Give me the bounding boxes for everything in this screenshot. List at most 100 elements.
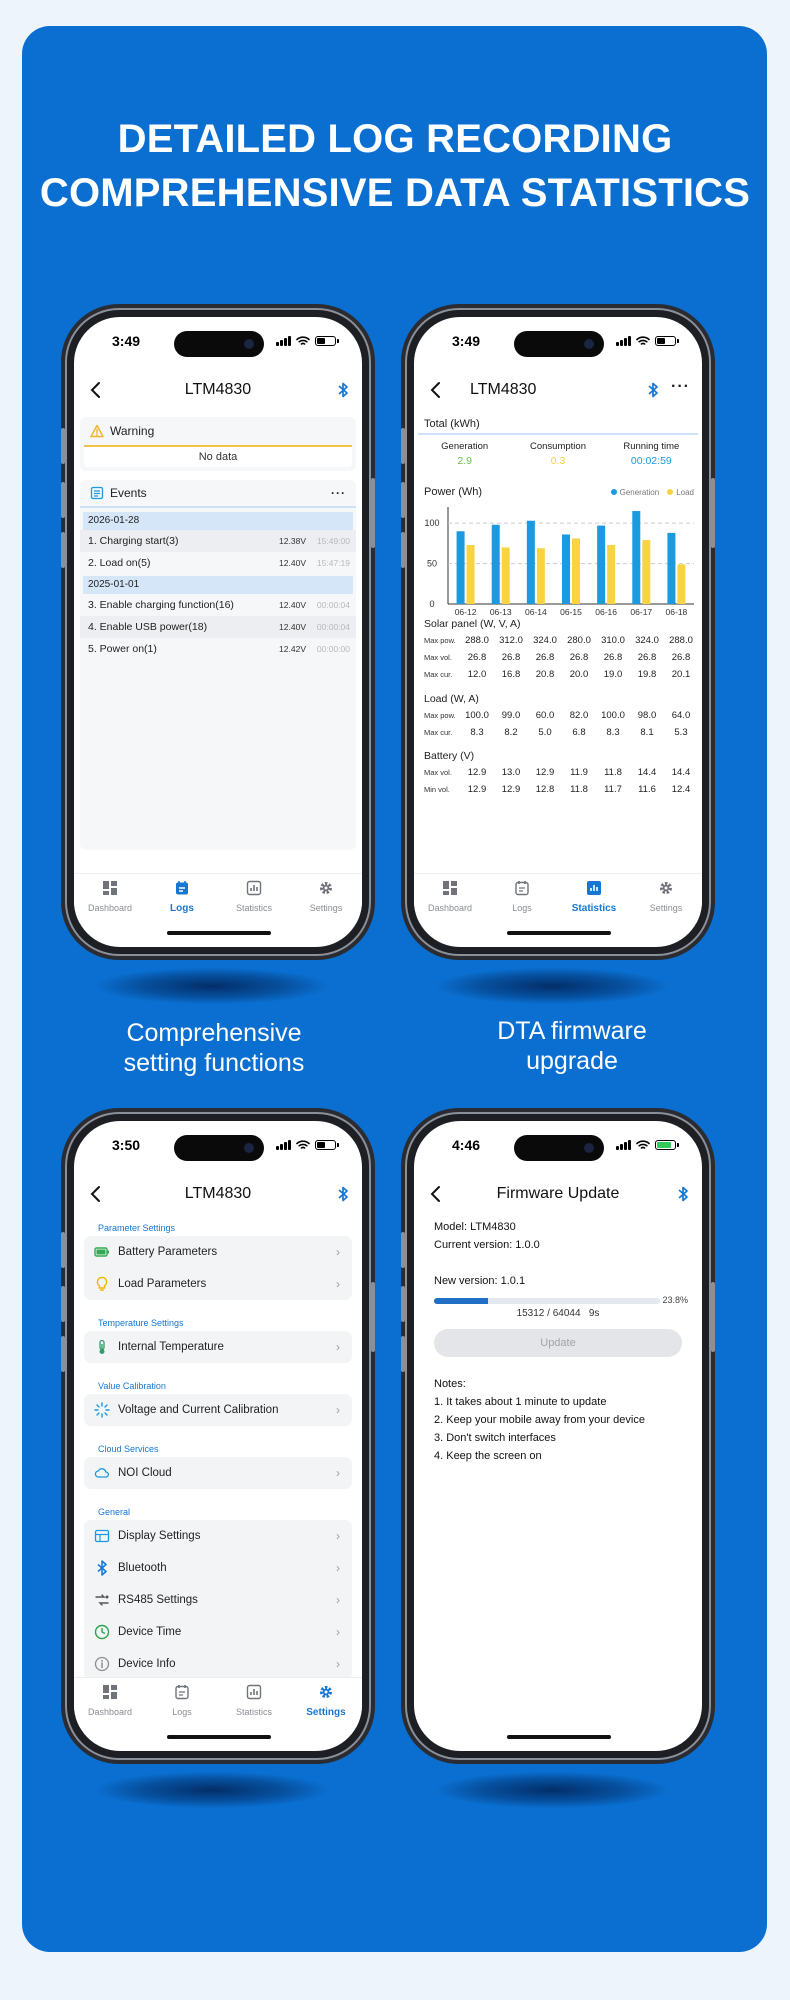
signal-icon xyxy=(276,336,291,346)
list-item[interactable]: 2. Load on(5) 12.40V 15:47:19 xyxy=(80,552,356,574)
more-icon[interactable]: ··· xyxy=(331,486,346,500)
back-icon[interactable] xyxy=(88,380,106,400)
table-cell: 26.8 xyxy=(467,652,487,663)
table-cell: 312.0 xyxy=(499,635,523,646)
bluetooth-icon[interactable] xyxy=(336,381,350,399)
bar-generation xyxy=(456,531,465,604)
tab-logs[interactable]: Logs xyxy=(146,1678,218,1727)
update-button[interactable]: Update xyxy=(434,1329,682,1357)
settings-item-label: Device Time xyxy=(118,1626,182,1638)
settings-item[interactable]: Battery Parameters › xyxy=(84,1236,352,1268)
chevron-right-icon: › xyxy=(336,1466,340,1480)
settings-item[interactable]: Voltage and Current Calibration › xyxy=(84,1394,352,1426)
more-icon[interactable]: ··· xyxy=(671,378,690,395)
events-label: Events xyxy=(110,486,147,500)
tab-logs[interactable]: Logs xyxy=(486,874,558,923)
back-icon[interactable] xyxy=(88,1184,106,1204)
tab-dashboard[interactable]: Dashboard xyxy=(414,874,486,923)
x-tick-label: 06-15 xyxy=(560,607,582,617)
table-cell: 26.8 xyxy=(603,652,623,663)
load-table: Load (W, A) Max pow. 100.0 99.0 60.0 82.0 100… xyxy=(418,691,698,741)
settings-item[interactable]: Internal Temperature › xyxy=(84,1331,352,1363)
bar-generation xyxy=(667,532,676,604)
x-tick-label: 06-17 xyxy=(630,607,652,617)
event-name: 3. Enable charging function(16) xyxy=(88,599,234,611)
gear-icon xyxy=(320,1686,332,1698)
battery-charging-icon xyxy=(655,1140,679,1150)
firmware-screen: 4:46 Firmware Update Model: LTM4830 Curr… xyxy=(414,1121,702,1751)
settings-item[interactable]: Device Time › xyxy=(84,1616,352,1648)
page-title: LTM4830 xyxy=(184,1185,252,1202)
event-time: 15:49:00 xyxy=(316,536,350,546)
bluetooth-icon xyxy=(97,1560,107,1576)
tab-settings[interactable]: Settings xyxy=(630,874,702,923)
table-row: Max pow. 100.0 99.0 60.0 82.0 100.0 98.0 64.0 xyxy=(418,707,698,724)
tab-label: Statistics xyxy=(235,903,272,913)
status-bar: 3:50 xyxy=(74,1121,362,1167)
bar-generation xyxy=(562,534,570,604)
note-item: 3. Don't switch interfaces xyxy=(434,1432,556,1444)
tab-statistics[interactable]: Statistics xyxy=(218,874,290,923)
tab-statistics[interactable]: Statistics xyxy=(558,874,630,923)
battery-title: Battery (V) xyxy=(424,750,475,762)
dynamic-island xyxy=(514,1135,604,1161)
chevron-right-icon: › xyxy=(336,1245,340,1259)
event-time: 00:00:00 xyxy=(316,644,350,654)
bluetooth-icon[interactable] xyxy=(336,1185,350,1203)
settings-item[interactable]: RS485 Settings › xyxy=(84,1584,352,1616)
back-icon[interactable] xyxy=(428,1184,446,1204)
event-time: 00:00:04 xyxy=(316,622,350,632)
list-item[interactable]: 1. Charging start(3) 12.38V 15:49:00 xyxy=(80,530,356,552)
event-time: 00:00:04 xyxy=(316,600,350,610)
battery-icon xyxy=(315,336,339,346)
bluetooth-icon[interactable] xyxy=(676,1185,690,1203)
tab-dashboard[interactable]: Dashboard xyxy=(74,1678,146,1727)
list-item[interactable]: 4. Enable USB power(18) 12.40V 00:00:04 xyxy=(80,616,356,638)
phone-settings: 3:50 LTM4830 Parameter Settings Battery P… xyxy=(61,1112,375,1760)
logs-icon xyxy=(176,881,188,895)
progress-detail: 15312 / 64044 9s xyxy=(434,1308,682,1319)
row-label: Max cur. xyxy=(424,728,453,737)
note-item: 4. Keep the screen on xyxy=(434,1450,542,1462)
settings-item[interactable]: NOI Cloud › xyxy=(84,1457,352,1489)
tab-bar: Dashboard Logs Statistics Settings xyxy=(74,1677,362,1727)
tab-dashboard[interactable]: Dashboard xyxy=(74,874,146,923)
settings-item[interactable]: Device Info › xyxy=(84,1648,352,1680)
settings-group-title: Temperature Settings xyxy=(98,1318,184,1328)
table-cell: 11.9 xyxy=(570,767,588,778)
event-name: 5. Power on(1) xyxy=(88,643,157,655)
table-cell: 20.1 xyxy=(671,669,691,680)
list-item[interactable]: 3. Enable charging function(16) 12.40V 0… xyxy=(80,594,356,616)
logs-icon xyxy=(175,1685,189,1700)
table-row: Max pow. 288.0 312.0 324.0 280.0 310.0 324.0 28… xyxy=(418,632,698,649)
back-icon[interactable] xyxy=(428,380,446,400)
headline: DETAILED LOG RECORDING COMPREHENSIVE DAT… xyxy=(0,112,790,220)
tab-settings[interactable]: Settings xyxy=(290,1678,362,1727)
list-item[interactable]: 5. Power on(1) 12.42V 00:00:00 xyxy=(80,638,356,660)
tab-label: Statistics xyxy=(235,1707,272,1717)
gear-icon xyxy=(660,882,672,894)
settings-item-label: NOI Cloud xyxy=(118,1467,172,1479)
status-bar: 3:49 xyxy=(414,317,702,363)
table-cell: 98.0 xyxy=(637,710,657,721)
table-cell: 99.0 xyxy=(501,710,521,721)
table-cell: 12.9 xyxy=(535,767,555,778)
settings-item[interactable]: Display Settings › xyxy=(84,1520,352,1552)
clock-icon xyxy=(94,1624,110,1640)
chevron-right-icon: › xyxy=(336,1561,340,1575)
tab-logs[interactable]: Logs xyxy=(146,874,218,923)
tab-settings[interactable]: Settings xyxy=(290,874,362,923)
settings-group: Battery Parameters › Load Parameters › xyxy=(84,1236,352,1300)
table-cell: 310.0 xyxy=(601,635,625,646)
tab-label: Logs xyxy=(170,903,194,914)
bluetooth-icon[interactable] xyxy=(646,381,660,399)
chevron-right-icon: › xyxy=(336,1403,340,1417)
tab-statistics[interactable]: Statistics xyxy=(218,1678,290,1727)
logs-icon xyxy=(515,881,529,896)
settings-item[interactable]: Bluetooth › xyxy=(84,1552,352,1584)
solar-title: Solar panel (W, V, A) xyxy=(424,618,521,630)
bulb-icon xyxy=(96,1276,108,1291)
settings-group: Internal Temperature › xyxy=(84,1331,352,1363)
settings-item[interactable]: Load Parameters › xyxy=(84,1268,352,1300)
progress-bytes: 15312 / 64044 xyxy=(516,1308,581,1319)
